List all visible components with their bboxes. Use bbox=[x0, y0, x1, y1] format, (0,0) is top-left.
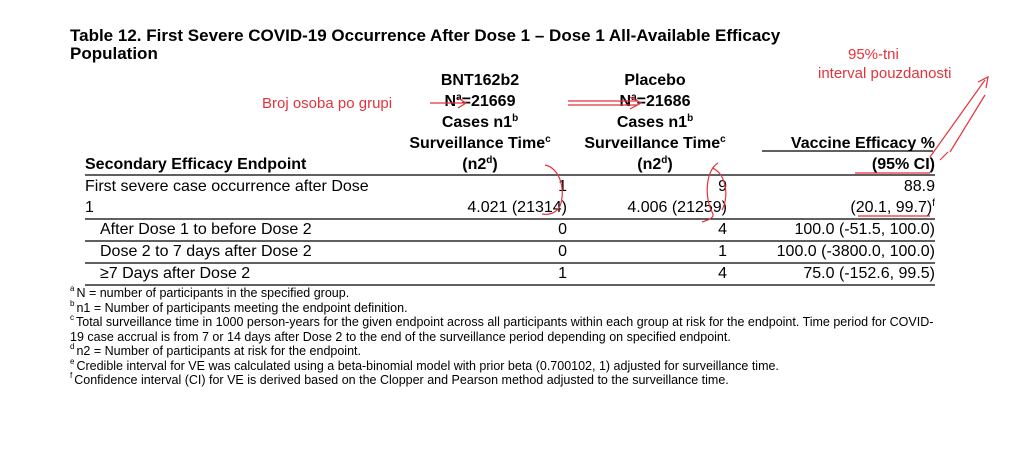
arrow bbox=[568, 96, 643, 110]
superscript: a bbox=[456, 92, 462, 103]
bnt-cell: 4.021 (21314) bbox=[467, 199, 567, 216]
annotation: 95%-tni bbox=[848, 46, 899, 63]
ve-cell-text: (20.1, 99.7) bbox=[850, 199, 933, 216]
footnote-mark: c bbox=[70, 313, 74, 322]
group-header-text: Cases n1 bbox=[441, 114, 513, 131]
efficacy-header-text: Vaccine Efficacy % bbox=[790, 135, 935, 152]
footnote-text: Total surveillance time in 1000 person-y… bbox=[70, 315, 934, 344]
ve-cell: 100.0 (-51.5, 100.0) bbox=[794, 219, 935, 240]
placebo-cell: 9 bbox=[718, 178, 727, 195]
footnote-text: Credible interval for VE was calculated … bbox=[76, 358, 779, 373]
arrow bbox=[430, 97, 468, 109]
endpoint-cell: ≥7 Days after Dose 2 bbox=[100, 265, 251, 282]
group-header-text: Surveillance Time bbox=[409, 135, 546, 152]
ve-cell: 75.0 (-152.6, 99.5) bbox=[803, 263, 935, 284]
ve-cell: 100.0 (-3800.0, 100.0) bbox=[777, 241, 935, 262]
annotation: interval pouzdanosti bbox=[818, 65, 952, 82]
placebo-cell: 1 bbox=[718, 243, 727, 260]
ve-cell-text: 88.9 bbox=[903, 178, 935, 195]
group-header-text: ) bbox=[667, 156, 673, 173]
superscript: f bbox=[932, 198, 935, 209]
ve-cell: (20.1, 99.7)f bbox=[850, 197, 935, 218]
group-header: Cases n1b bbox=[617, 112, 693, 133]
footnote: d n2 = Number of participants at risk for… bbox=[70, 342, 945, 359]
superscript: d bbox=[486, 155, 493, 166]
superscript: a bbox=[631, 92, 637, 103]
group-header: Surveillance Timec bbox=[584, 133, 725, 154]
group-header-text: N bbox=[444, 93, 457, 110]
group-header: BNT162b2 bbox=[441, 70, 519, 91]
superscript: b bbox=[512, 113, 519, 124]
column-header: Secondary Efficacy Endpoint bbox=[85, 156, 307, 173]
bnt-cell: 0 bbox=[558, 243, 567, 260]
group-header: Na=21669 bbox=[445, 91, 516, 112]
placebo-cell: 4.006 (21259) bbox=[627, 199, 727, 216]
group-header-text: =21669 bbox=[461, 93, 516, 110]
group-header-text: Cases n1 bbox=[616, 114, 688, 131]
placebo-cell: 4 bbox=[718, 265, 727, 282]
group-header: Cases n1b bbox=[442, 112, 518, 133]
footnote: e Credible interval for VE was calculated… bbox=[70, 356, 945, 374]
footnote: c Total surveillance time in 1000 person-… bbox=[70, 313, 945, 344]
bnt-cell: 1 bbox=[558, 265, 567, 282]
footnote-mark: d bbox=[70, 342, 75, 351]
group-header-text: =21686 bbox=[636, 93, 691, 110]
ve-cell-text: 75.0 (-152.6, 99.5) bbox=[803, 265, 935, 282]
footnote: b n1 = Number of participants meeting the… bbox=[70, 298, 945, 316]
group-header-text: BNT162b2 bbox=[440, 72, 520, 89]
endpoint-cell: Dose 2 to 7 days after Dose 2 bbox=[100, 243, 312, 260]
circle-mark bbox=[701, 162, 727, 223]
bnt-cell: 1 bbox=[558, 178, 567, 195]
footnote: f Confidence interval (CI) for VE is deri… bbox=[70, 371, 945, 388]
pointer bbox=[855, 75, 989, 174]
ve-cell-text: 100.0 (-51.5, 100.0) bbox=[794, 221, 935, 238]
group-header: (n2d) bbox=[462, 154, 497, 175]
group-header-text: (n2 bbox=[637, 156, 662, 173]
superscript: b bbox=[687, 113, 694, 124]
annotation: Broj osoba po grupi bbox=[262, 95, 393, 112]
footnote-mark: e bbox=[70, 356, 75, 366]
group-header: Surveillance Timec bbox=[409, 133, 550, 154]
superscript: c bbox=[545, 134, 551, 145]
table-title: Table 12. First Severe COVID-19 Occurren… bbox=[70, 26, 781, 63]
group-header: Placebo bbox=[624, 70, 685, 91]
ve-cell-text: 100.0 (-3800.0, 100.0) bbox=[776, 243, 935, 260]
endpoint-cell: First severe case occurrence after Dose … bbox=[85, 178, 369, 216]
circle-mark bbox=[541, 164, 563, 215]
placebo-cell: 4 bbox=[718, 221, 727, 238]
group-header-text: ) bbox=[492, 156, 498, 173]
efficacy-header-text: (95% CI) bbox=[871, 156, 935, 173]
endpoint-cell: After Dose 1 to before Dose 2 bbox=[100, 221, 312, 238]
superscript: d bbox=[661, 155, 668, 166]
footnote-text: N = number of participants in the specif… bbox=[76, 286, 350, 300]
group-header-text: Surveillance Time bbox=[584, 135, 721, 152]
footnote-text: n1 = Number of participants meeting the … bbox=[76, 300, 408, 315]
bnt-cell: 0 bbox=[558, 221, 567, 238]
footnote-mark: b bbox=[70, 298, 75, 308]
footnote-text: Confidence interval (CI) for VE is deriv… bbox=[74, 373, 729, 387]
efficacy-header: (95% CI) bbox=[872, 154, 935, 175]
superscript: c bbox=[720, 134, 726, 145]
ve-cell: 88.9 bbox=[904, 176, 935, 197]
efficacy-header: Vaccine Efficacy % bbox=[791, 133, 935, 154]
footnote-mark: a bbox=[70, 284, 75, 293]
footnote-text: n2 = Number of participants at risk for … bbox=[76, 344, 361, 358]
group-header-text: (n2 bbox=[462, 156, 487, 173]
footnote-mark: f bbox=[70, 371, 73, 380]
group-header: (n2d) bbox=[637, 154, 672, 175]
group-header-text: Placebo bbox=[624, 72, 686, 89]
